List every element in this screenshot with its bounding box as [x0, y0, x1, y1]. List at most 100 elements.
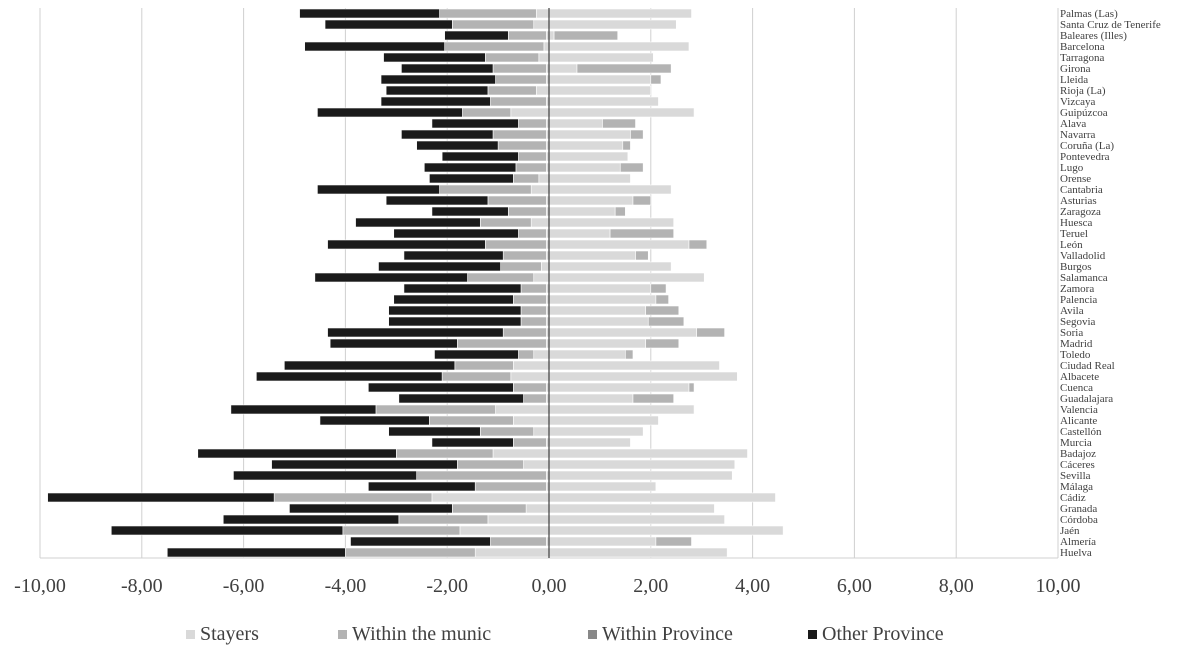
category-label: Granada: [1060, 503, 1097, 515]
bar-within-the-munic-positive: [647, 316, 685, 327]
category-label: Guadalajara: [1060, 393, 1113, 405]
category-label: Palmas (Las): [1060, 8, 1118, 20]
x-tick-label: 10,00: [1036, 575, 1081, 597]
bar-stayers-positive: [548, 492, 776, 503]
bar-stayers-negative: [530, 217, 550, 228]
bar-within-the-munic-negative: [507, 206, 547, 217]
bar-within-the-munic-positive: [632, 195, 652, 206]
bar-within-the-munic-positive: [614, 206, 626, 217]
category-label: Tarragona: [1060, 52, 1105, 64]
bar-within-the-munic-positive: [602, 118, 636, 129]
category-label: Orense: [1060, 173, 1091, 185]
bar-other-province-negative: [385, 85, 489, 96]
bar-stayers-negative: [513, 360, 550, 371]
bar-other-province-negative: [378, 261, 501, 272]
category-label: Burgos: [1060, 261, 1092, 273]
bar-other-province-negative: [423, 162, 517, 173]
bar-stayers-positive: [548, 19, 677, 30]
bar-stayers-positive: [548, 173, 631, 184]
bar-other-province-negative: [355, 217, 481, 228]
bar-within-the-munic-negative: [451, 19, 535, 30]
bar-within-the-munic-positive: [632, 393, 675, 404]
bar-stayers-negative: [525, 503, 550, 514]
category-label: Cáceres: [1060, 459, 1095, 471]
category-label: Málaga: [1060, 481, 1093, 493]
bar-other-province-negative: [434, 349, 519, 360]
bar-stayers-positive: [548, 151, 629, 162]
bar-stayers-positive: [548, 8, 692, 19]
bar-stayers-positive: [548, 129, 631, 140]
bar-within-the-munic-negative: [513, 173, 540, 184]
category-label: Vizcaya: [1060, 96, 1095, 108]
category-label: Zamora: [1060, 283, 1094, 295]
category-label: Toledo: [1060, 349, 1091, 361]
bar-other-province-negative: [393, 294, 514, 305]
category-label: Huelva: [1060, 547, 1092, 559]
bar-stayers-positive: [548, 184, 672, 195]
x-tick-label: 8,00: [939, 575, 974, 597]
bar-stayers-negative: [459, 525, 550, 536]
bar-stayers-positive: [548, 239, 690, 250]
bar-other-province-negative: [317, 184, 440, 195]
legend-label: Other Province: [822, 623, 944, 645]
category-label: Huesca: [1060, 217, 1092, 229]
bar-within-the-munic-negative: [273, 492, 433, 503]
category-label: Cantabria: [1060, 184, 1103, 196]
bar-stayers-positive: [548, 547, 728, 558]
bar-within-the-munic-negative: [507, 30, 547, 41]
bar-other-province-negative: [431, 437, 514, 448]
bar-other-province-negative: [299, 8, 440, 19]
bar-within-the-munic-negative: [395, 448, 494, 459]
bar-stayers-positive: [548, 85, 652, 96]
legend-label: Stayers: [200, 623, 259, 645]
bar-stayers-positive: [548, 525, 784, 536]
bar-stayers-positive: [548, 294, 657, 305]
bar-other-province-negative: [431, 118, 519, 129]
category-label: Córdoba: [1060, 514, 1098, 526]
bar-stayers-positive: [548, 437, 631, 448]
bar-stayers-positive: [548, 382, 690, 393]
bar-within-the-munic-positive: [576, 63, 672, 74]
category-label: Albacete: [1060, 371, 1099, 383]
bar-within-the-munic-positive: [655, 294, 669, 305]
bar-other-province-negative: [324, 19, 453, 30]
bar-other-province-negative: [380, 96, 491, 107]
bar-stayers-positive: [548, 140, 624, 151]
bar-within-the-munic-negative: [513, 437, 547, 448]
bar-within-the-munic-negative: [439, 8, 537, 19]
category-label: Asturias: [1060, 195, 1097, 207]
category-label: Cádiz: [1060, 492, 1086, 504]
bar-stayers-positive: [548, 261, 672, 272]
bar-within-the-munic-positive: [619, 162, 644, 173]
category-label: Coruña (La): [1060, 140, 1114, 152]
bar-within-the-munic-negative: [513, 294, 547, 305]
category-label: Lleida: [1060, 74, 1088, 86]
bar-within-the-munic-negative: [497, 140, 547, 151]
x-tick-label: -2,00: [426, 575, 468, 597]
bar-within-the-munic-negative: [495, 74, 547, 85]
x-tick-label: -4,00: [325, 575, 367, 597]
bar-stayers-positive: [548, 228, 611, 239]
bar-stayers-positive: [548, 63, 578, 74]
bar-other-province-negative: [197, 448, 397, 459]
bar-within-the-munic-negative: [454, 360, 514, 371]
bar-stayers-positive: [548, 327, 697, 338]
bar-within-the-munic-negative: [345, 547, 476, 558]
legend-swatch: [186, 630, 195, 639]
x-tick-label: 0,00: [532, 575, 567, 597]
category-label: Zaragoza: [1060, 206, 1101, 218]
bar-within-the-munic-negative: [342, 525, 461, 536]
bar-stayers-negative: [510, 371, 550, 382]
bar-stayers-positive: [548, 426, 644, 437]
bar-within-the-munic-negative: [439, 184, 532, 195]
bar-other-province-negative: [317, 107, 463, 118]
bar-other-province-negative: [350, 536, 491, 547]
bar-stayers-negative: [538, 173, 550, 184]
bar-other-province-negative: [403, 250, 504, 261]
bar-stayers-positive: [548, 250, 636, 261]
legend-label: Within the munic: [352, 623, 491, 645]
bar-stayers-positive: [548, 30, 555, 41]
category-label: Salamanca: [1060, 272, 1108, 284]
bar-other-province-negative: [233, 470, 417, 481]
category-label: Navarra: [1060, 129, 1096, 141]
